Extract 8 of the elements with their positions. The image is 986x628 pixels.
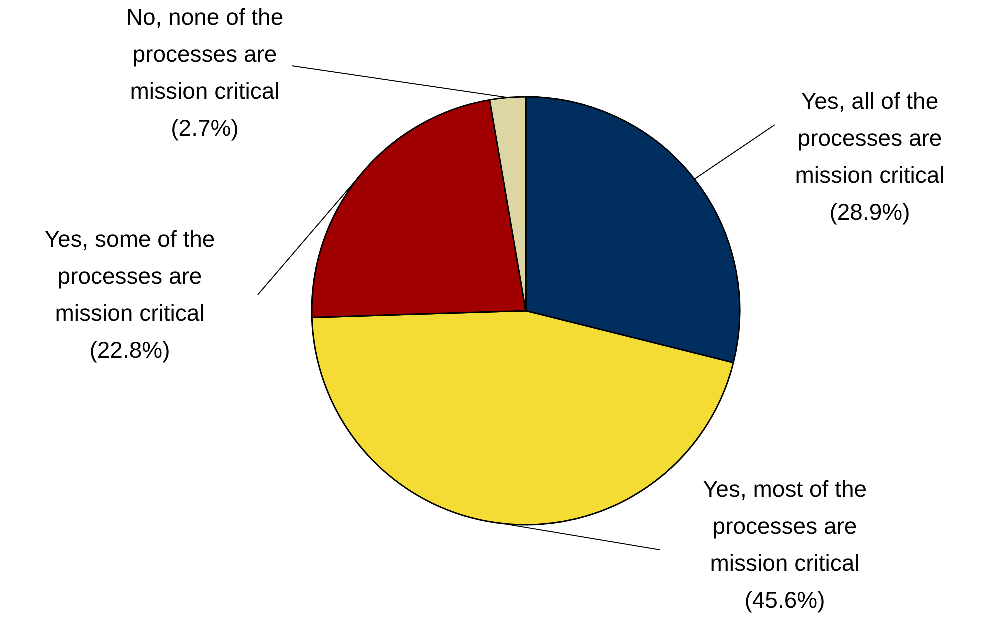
slice-label: Yes, all of the processes are mission critical [795,88,945,188]
slice-label: Yes, some of the processes are mission critical [44,226,216,326]
slice-label: Yes, most of the processes are mission critical [702,476,868,576]
data-label: (2.7%) [171,115,239,141]
data-label: (22.8%) [90,337,170,363]
slice-label: No, none of the processes are mission critical [126,4,284,104]
data-label: (45.6%) [744,587,826,613]
data-label: (28.9%) [830,199,910,225]
